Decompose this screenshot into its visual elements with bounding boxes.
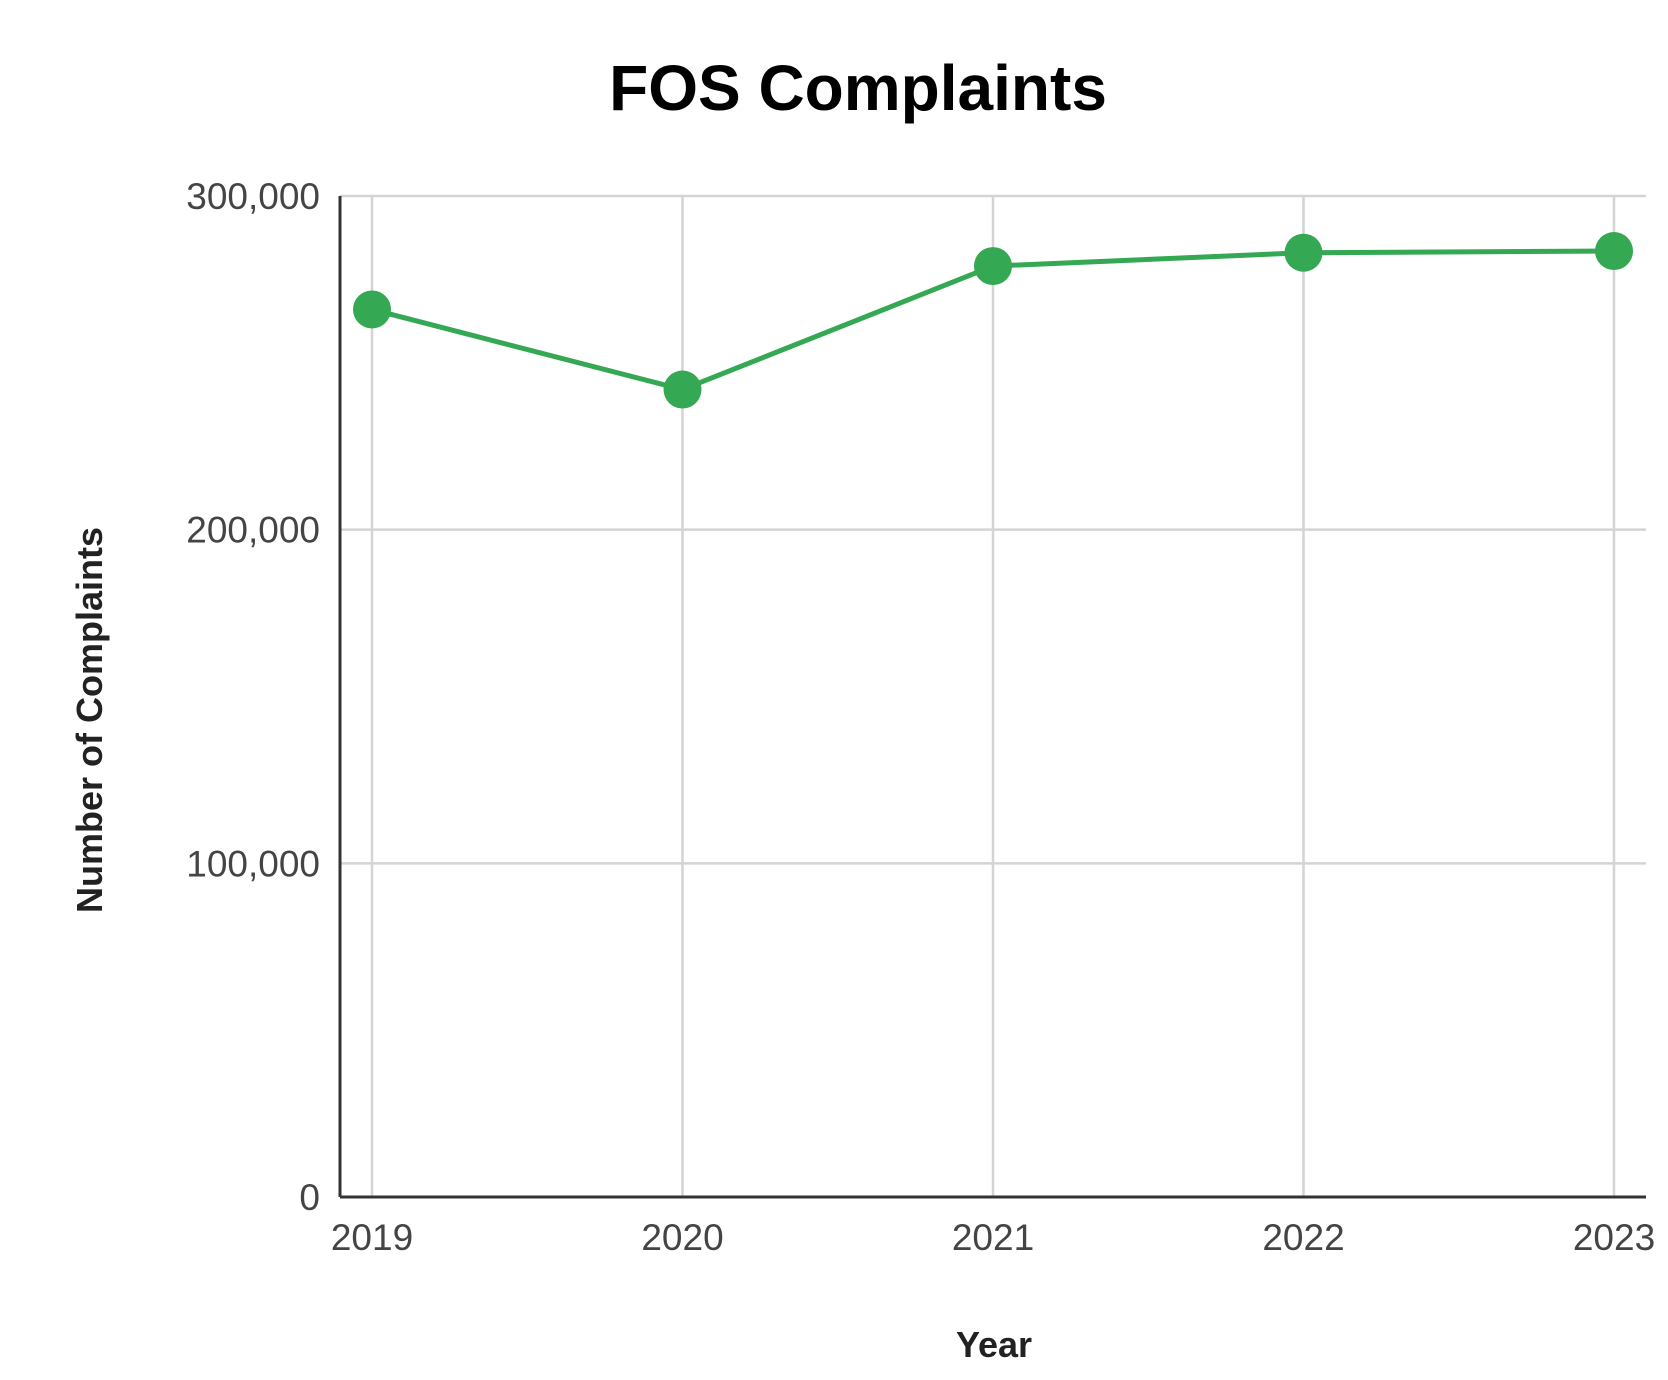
y-tick-label: 300,000 bbox=[186, 176, 320, 217]
y-tick-label: 100,000 bbox=[186, 843, 320, 884]
axes bbox=[338, 196, 1646, 1199]
x-tick-label: 2022 bbox=[1262, 1217, 1344, 1258]
x-tick-labels: 2019 2020 2021 2022 2023 bbox=[331, 1217, 1655, 1258]
x-tick-label: 2021 bbox=[952, 1217, 1034, 1258]
chart-title: FOS Complaints bbox=[609, 52, 1107, 124]
y-tick-label: 0 bbox=[299, 1177, 320, 1218]
y-tick-labels: 0 100,000 200,000 300,000 bbox=[186, 176, 320, 1218]
series-layer bbox=[353, 232, 1633, 409]
data-point-marker bbox=[974, 247, 1012, 286]
x-axis-title: Year bbox=[956, 1324, 1032, 1365]
x-tick-label: 2019 bbox=[331, 1217, 413, 1258]
data-point-marker bbox=[353, 290, 391, 329]
y-tick-label: 200,000 bbox=[186, 510, 320, 551]
data-point-marker bbox=[1284, 233, 1323, 272]
gridlines bbox=[340, 194, 1646, 1197]
x-tick-label: 2023 bbox=[1573, 1217, 1655, 1258]
x-tick-label: 2020 bbox=[641, 1217, 723, 1258]
data-point-marker bbox=[663, 370, 702, 409]
data-point-marker bbox=[1595, 232, 1633, 271]
y-axis-title: Number of Complaints bbox=[69, 527, 110, 913]
